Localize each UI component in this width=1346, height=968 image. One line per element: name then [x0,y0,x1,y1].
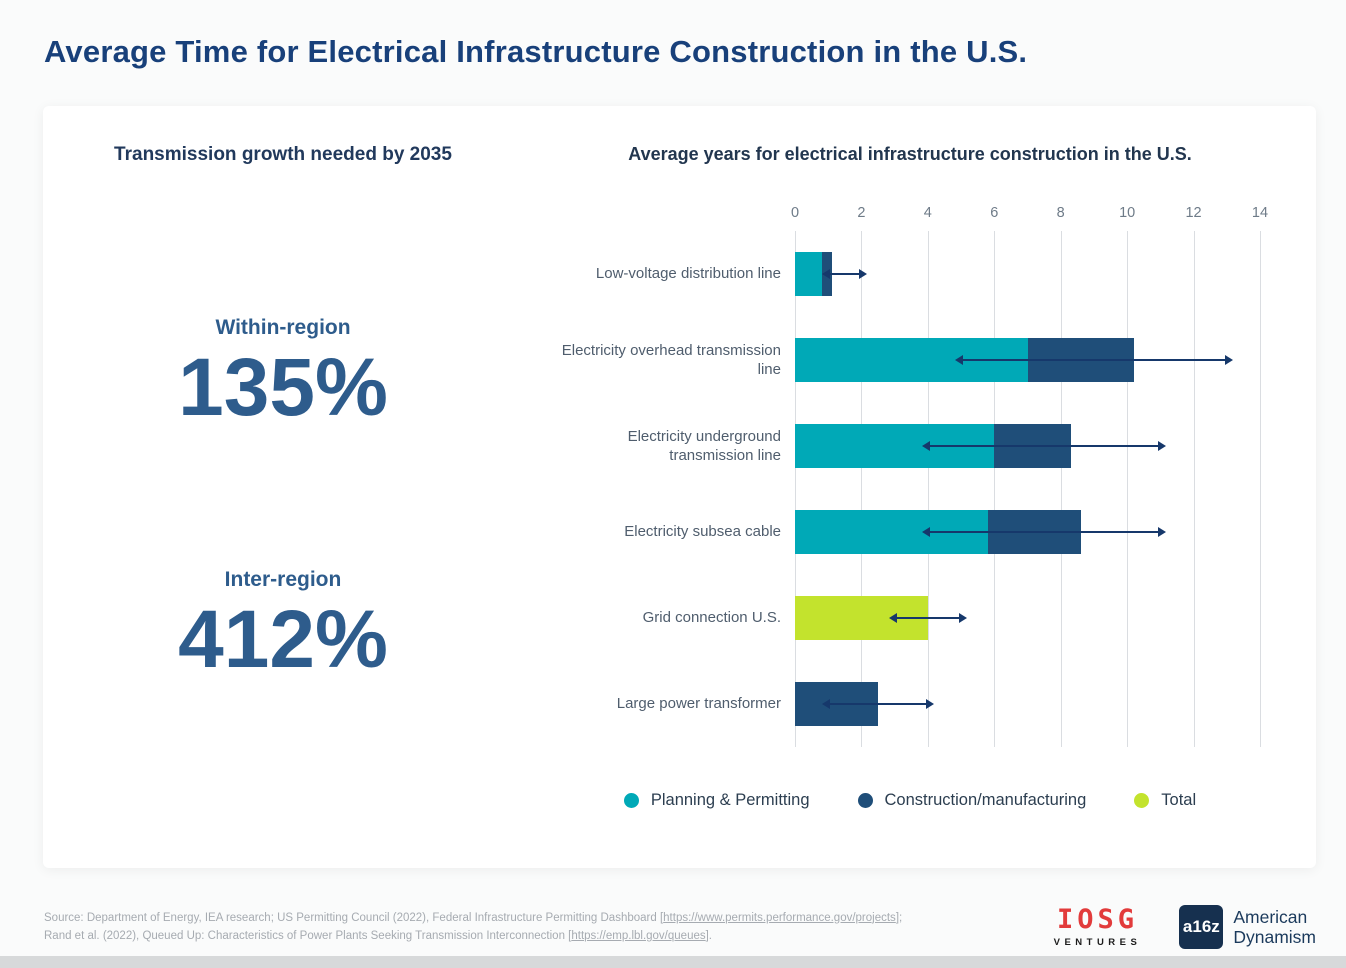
x-axis-spacer [560,205,795,225]
left-stats-panel: Transmission growth needed by 2035 Withi… [43,106,523,868]
plot-area: Low-voltage distribution line Electricity… [560,231,1261,747]
chart-row: Electricity underground transmission lin… [560,403,1260,489]
source-text: Source: Department of Energy, IEA resear… [44,909,924,946]
chart-row: Electricity overhead transmission line [560,317,1260,403]
error-bar [822,269,868,279]
chart-rows: Low-voltage distribution line Electricity… [560,231,1260,747]
legend-dot-icon [857,793,873,808]
error-bar-right-arrow-icon [1158,527,1167,537]
x-tick: 0 [790,205,800,221]
legend: Planning & Permitting Construction/manufa… [560,791,1260,810]
gridline [994,231,996,747]
bar-label: Electricity underground transmission lin… [627,427,781,465]
error-bar-left-arrow-icon [955,355,964,365]
brand-logos: IOSG VENTURES a16z American Dynamism [1054,905,1316,949]
bar-label: Electricity overhead transmission line [561,341,781,379]
stat-within-region-label: Within-region [215,316,351,339]
error-bar-left-arrow-icon [921,441,930,451]
gridline [927,231,929,747]
error-bar-right-arrow-icon [925,699,934,709]
legend-label: Construction/manufacturing [884,791,1087,809]
chart-row: Large power transformer [560,661,1260,747]
footer: Source: Department of Energy, IEA resear… [44,905,1316,949]
a16z-mark: a16z [1179,905,1224,949]
bar-track [795,252,1260,296]
x-axis: 0 2 4 6 8 10 12 14 [560,205,1268,225]
gridline [861,231,863,747]
source-link-1[interactable]: https://www.permits.performance.gov/proj… [663,911,896,924]
bar-track [795,338,1260,382]
legend-label: Planning & Permitting [650,791,810,809]
bar-segment-planning-permitting [795,252,822,296]
gridlines [795,231,1261,747]
error-bar-right-arrow-icon [1224,355,1233,365]
gridline [1193,231,1195,747]
chart-card: Transmission growth needed by 2035 Withi… [43,106,1316,868]
a16z-label-line2: Dynamism [1233,927,1316,947]
iosg-wordmark: IOSG [1056,904,1138,935]
legend-item-planning-permitting: Planning & Permitting [623,791,810,810]
bar-label: Large power transformer [616,695,781,713]
bar-label: Low-voltage distribution line [595,265,781,283]
error-bar-left-arrow-icon [888,613,897,623]
bar-track [795,510,1260,554]
gridline [1260,231,1261,747]
legend-item-total: Total [1134,791,1196,810]
error-bar-left-arrow-icon [822,699,831,709]
chart-row: Low-voltage distribution line [560,231,1260,317]
stat-inter-region: Inter-region 412% [43,568,523,682]
error-bar [888,613,968,623]
stat-inter-region-label: Inter-region [224,567,342,591]
page-title: Average Time for Electrical Infrastructu… [44,34,1028,69]
legend-dot-icon [1134,793,1150,808]
stat-within-region: Within-region 135% [43,316,523,430]
bar-label: Electricity subsea cable [624,523,781,541]
legend-item-construction-manufacturing: Construction/manufacturing [857,791,1087,810]
bar-track [795,424,1260,468]
error-bar-right-arrow-icon [959,613,968,623]
stat-within-region-value: 135% [178,342,388,433]
legend-dot-icon [623,793,639,808]
gridline [795,231,796,747]
a16z-logo: a16z American Dynamism [1179,905,1316,949]
x-tick: 2 [857,205,866,221]
chart-title: Average years for electrical infrastruct… [628,144,1192,164]
error-bar-right-arrow-icon [1158,441,1167,451]
x-axis-ticks: 0 2 4 6 8 10 12 14 [791,205,1268,225]
error-bar-right-arrow-icon [859,269,868,279]
x-tick: 4 [923,205,932,221]
source-text-part-3: ]. [705,930,712,942]
chart-panel: Average years for electrical infrastruct… [523,106,1316,868]
bar-track [795,682,1260,726]
bar-label: Grid connection U.S. [642,609,781,627]
legend-label: Total [1161,791,1197,809]
window-bottom-edge [0,956,1346,968]
a16z-label-line1: American [1233,906,1308,927]
error-bar [955,355,1233,365]
x-tick: 6 [990,205,999,221]
source-link-2[interactable]: https://emp.lbl.gov/queues [571,930,706,942]
x-tick: 12 [1185,205,1202,221]
error-bar-left-arrow-icon [921,527,930,537]
error-bar-left-arrow-icon [822,269,831,279]
error-bar [822,699,934,709]
error-bar [921,441,1167,451]
stat-inter-region-value: 412% [178,593,388,685]
error-bar [921,527,1167,537]
source-text-part-2: ]; Rand et al. (2022), Queued Up: Charac… [44,911,903,942]
left-panel-heading: Transmission growth needed by 2035 [114,144,452,165]
bar-track [795,596,1260,640]
x-tick: 14 [1251,205,1269,221]
chart-row: Grid connection U.S. [560,575,1260,661]
iosg-subtext: VENTURES [1053,937,1142,948]
x-tick: 10 [1119,205,1136,221]
gridline [1060,231,1062,747]
source-text-part-1: Source: Department of Energy, IEA resear… [44,911,664,924]
gridline [1127,231,1129,747]
x-tick: 8 [1056,205,1065,221]
iosg-logo: IOSG VENTURES [1054,906,1142,948]
chart-row: Electricity subsea cable [560,489,1260,575]
a16z-label: American Dynamism [1233,907,1316,947]
